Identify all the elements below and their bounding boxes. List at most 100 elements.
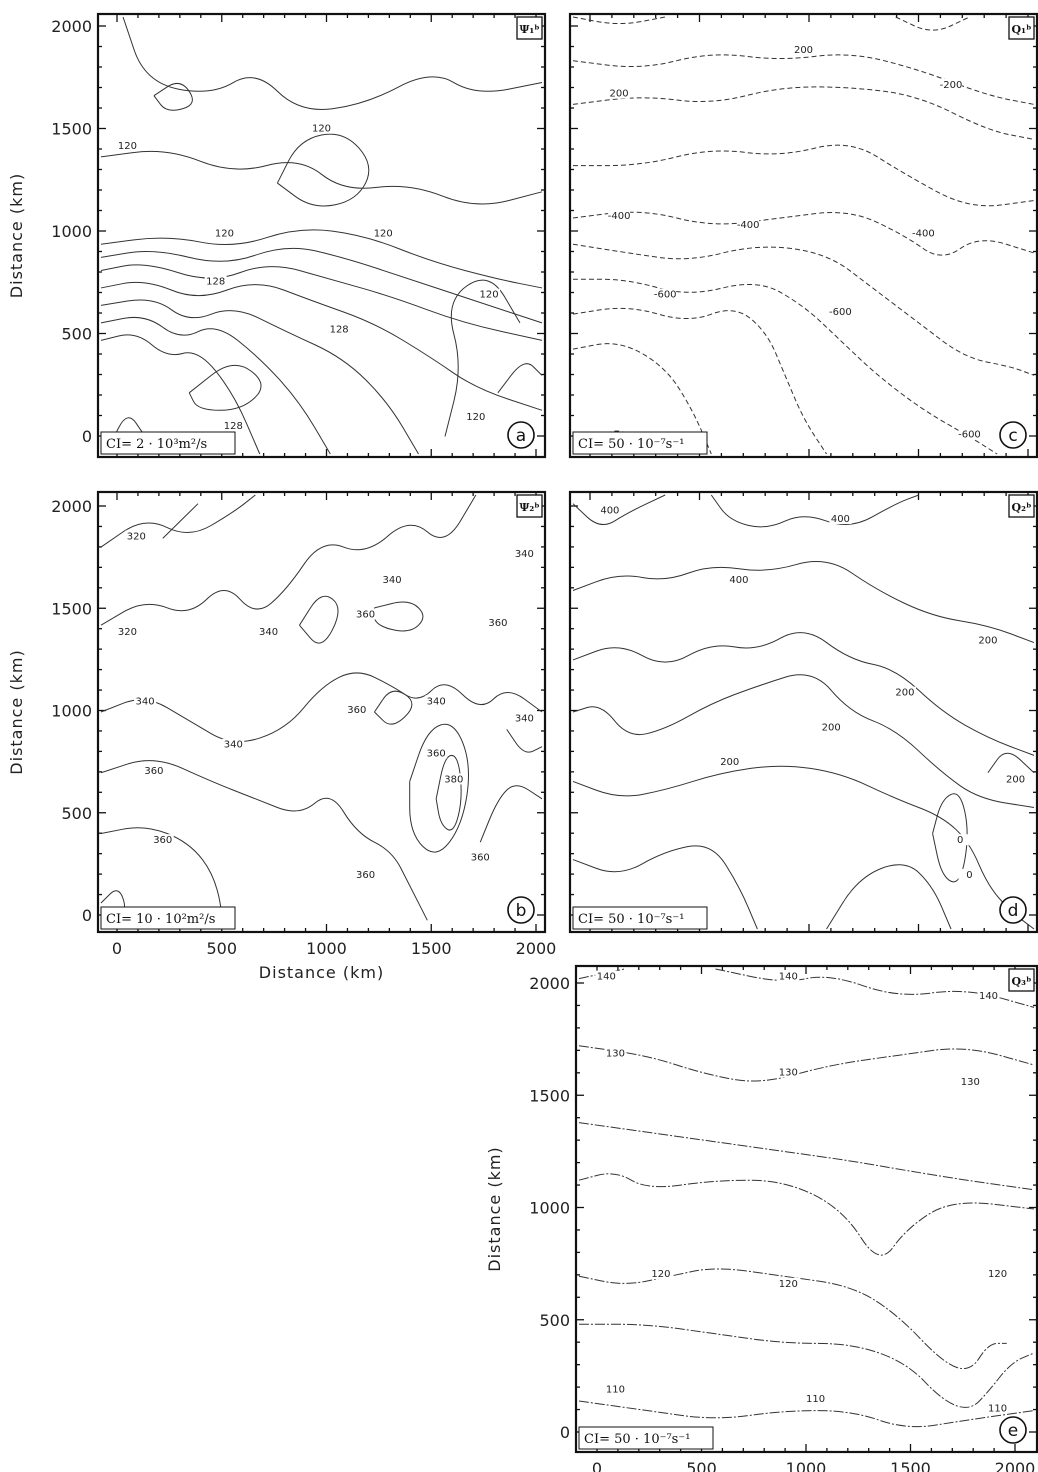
contour-line — [572, 494, 666, 525]
contour-label-bg — [425, 695, 448, 707]
panel-frame — [568, 12, 1038, 459]
x-tick-label: 500 — [686, 1459, 717, 1472]
contour-line — [572, 765, 1035, 930]
contour-label-bg — [604, 1047, 627, 1059]
contour-label-bg — [222, 419, 245, 431]
ci-box — [572, 431, 708, 455]
y-axis-label: Distance (km) — [7, 649, 26, 774]
contour-label-bg — [257, 625, 280, 637]
y-tick-label: 1500 — [51, 599, 92, 618]
contour-interval-label: CI= 50 · 10⁻⁷s⁻¹ — [578, 912, 684, 927]
y-tick-label: 1000 — [51, 222, 92, 241]
contour-label-bg — [608, 87, 631, 99]
contour-label: 120 — [988, 1269, 1007, 1280]
contour-line — [572, 845, 758, 930]
contour-line — [374, 690, 413, 725]
panel-tag-box — [1008, 968, 1035, 992]
contour-label: 0 — [957, 835, 963, 846]
contour-label: 110 — [806, 1394, 825, 1405]
contour-line — [100, 827, 225, 930]
contour-line — [373, 601, 424, 632]
contour-label-bg — [116, 140, 139, 152]
contour-label: 200 — [822, 722, 841, 733]
contour-label-bg — [792, 43, 815, 55]
y-tick-label: 500 — [61, 325, 92, 344]
contour-line — [578, 1268, 1007, 1370]
contour-label: 120 — [118, 141, 137, 152]
contour-label-bg — [116, 625, 139, 637]
contour-label-bg — [328, 323, 351, 335]
contour-label-bg — [820, 721, 843, 733]
contour-label-bg — [142, 764, 165, 776]
contour-line — [276, 133, 370, 207]
contour-label: 128 — [330, 325, 349, 336]
contour-label: -200 — [940, 80, 963, 91]
contour-label: 140 — [597, 972, 616, 983]
contour-label-bg — [976, 634, 999, 646]
contour-line — [578, 1122, 1035, 1191]
y-tick-label: 0 — [82, 906, 92, 925]
ci-box — [100, 906, 236, 930]
ci-box — [100, 431, 236, 455]
contour-label-bg — [464, 411, 487, 423]
contour-line — [826, 864, 952, 930]
contour-label-bg — [958, 868, 981, 880]
contour-label-bg — [310, 122, 333, 134]
contour-interval-label: CI= 50 · 10⁻⁷s⁻¹ — [584, 1432, 690, 1447]
contour-line — [578, 1400, 1035, 1428]
panel-letter: e — [1008, 1421, 1018, 1441]
contour-interval-label: CI= 10 · 10²m²/s — [106, 912, 215, 927]
contour-label-bg — [381, 573, 404, 585]
panel-tag: Ψ₂ᵇ — [519, 501, 539, 514]
contour-label: 360 — [427, 748, 446, 759]
contour-label: 340 — [383, 575, 402, 586]
contour-label-bg — [940, 78, 963, 90]
contour-label: 320 — [118, 627, 137, 638]
contour-label-bg — [912, 227, 935, 239]
panel-tag-box — [516, 16, 543, 40]
x-tick-label: 1000 — [786, 1459, 827, 1472]
panel-frame — [96, 490, 547, 934]
y-tick-label: 0 — [560, 1423, 570, 1442]
panel-letter-circle — [999, 421, 1027, 449]
contour-line — [100, 264, 543, 341]
panel-letter: d — [1008, 901, 1019, 921]
contour-label: -400 — [608, 211, 631, 222]
contour-label: -600 — [958, 430, 981, 441]
contour-label: 360 — [488, 618, 507, 629]
contour-line — [572, 86, 1035, 140]
contour-line — [188, 364, 262, 411]
y-tick-label: 1000 — [51, 702, 92, 721]
contour-line — [162, 503, 199, 539]
ci-box — [572, 906, 708, 930]
contour-line — [299, 595, 339, 644]
contour-line — [100, 494, 477, 626]
contour-label: 200 — [610, 89, 629, 100]
contour-label: 200 — [978, 636, 997, 647]
contour-line — [100, 229, 543, 289]
contour-label-bg — [513, 712, 536, 724]
contour-line — [497, 363, 543, 394]
contour-label: 340 — [427, 696, 446, 707]
contour-line — [572, 211, 1035, 256]
contour-label-bg — [649, 1268, 672, 1280]
contour-label: 120 — [466, 412, 485, 423]
contour-label: 200 — [895, 688, 914, 699]
contour-label: 120 — [215, 229, 234, 240]
contour-label: 140 — [979, 991, 998, 1002]
contour-label-bg — [893, 686, 916, 698]
panel-b: 0 500 1000 1500 2000 0 500 1000 1500 2000 Distance… — [7, 490, 556, 982]
x-tick-label: 1500 — [411, 939, 452, 958]
panel-letter-circle — [507, 896, 535, 924]
contour-label-bg — [727, 573, 750, 585]
contour-line — [932, 793, 968, 883]
contour-line — [122, 16, 543, 110]
x-tick-label: 0 — [592, 1459, 602, 1472]
contour-label: 130 — [779, 1068, 798, 1079]
contour-line — [153, 82, 193, 111]
contour-label: 360 — [356, 610, 375, 621]
panel-letter-circle — [507, 421, 535, 449]
panel-letter: b — [516, 901, 527, 921]
contour-label: 0 — [966, 870, 972, 881]
contour-line — [100, 334, 261, 455]
